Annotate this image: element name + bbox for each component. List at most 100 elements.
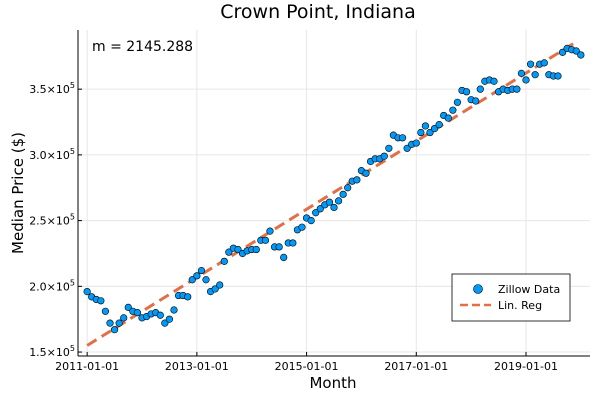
x-tick-label: 2013-01-01 bbox=[165, 360, 229, 373]
data-point bbox=[476, 85, 484, 93]
data-point bbox=[298, 223, 306, 231]
data-point bbox=[412, 139, 420, 147]
data-point bbox=[435, 121, 443, 129]
data-point bbox=[339, 190, 347, 198]
data-point bbox=[197, 266, 206, 275]
data-point bbox=[403, 144, 411, 152]
data-point bbox=[426, 128, 434, 137]
data-point bbox=[261, 236, 270, 244]
y-tick-base: 3.5×10 bbox=[29, 83, 70, 96]
data-point bbox=[110, 326, 119, 334]
data-point bbox=[554, 72, 562, 80]
regression-layer bbox=[86, 40, 578, 347]
data-point bbox=[334, 197, 343, 205]
y-tick-base: 2.0×10 bbox=[29, 280, 70, 293]
data-point bbox=[161, 319, 169, 327]
data-point bbox=[188, 276, 196, 284]
slope-annotation: m = 2145.288 bbox=[92, 39, 193, 55]
scatter-layer bbox=[83, 44, 585, 334]
x-tick-label: 2019-01-01 bbox=[494, 360, 558, 373]
y-tick-base: 3.0×10 bbox=[29, 149, 70, 162]
data-point bbox=[517, 69, 526, 77]
data-point bbox=[220, 257, 228, 265]
legend-label-zillow: Zillow Data bbox=[498, 283, 560, 296]
data-point bbox=[234, 245, 242, 254]
data-point bbox=[184, 293, 192, 301]
data-point bbox=[540, 59, 548, 67]
data-point bbox=[526, 60, 535, 68]
data-point bbox=[421, 122, 430, 130]
data-point bbox=[531, 71, 539, 79]
legend-label-regression: Lin. Reg bbox=[498, 299, 542, 312]
y-tick-label: 3.0×105 bbox=[29, 147, 75, 162]
y-tick-label: 1.5×105 bbox=[29, 344, 75, 359]
legend-box bbox=[451, 273, 571, 322]
data-point bbox=[97, 297, 105, 305]
y-tick-exponent: 5 bbox=[70, 213, 75, 222]
data-point bbox=[449, 106, 457, 114]
y-tick-exponent: 5 bbox=[70, 344, 75, 353]
chart-title: Crown Point, Indiana bbox=[220, 1, 415, 23]
data-point bbox=[398, 134, 407, 142]
data-point bbox=[444, 114, 452, 122]
x-tick-label: 2017-01-01 bbox=[384, 360, 448, 373]
legend-marker-zillow bbox=[473, 284, 483, 294]
data-point bbox=[344, 184, 352, 192]
x-tick-label: 2011-01-01 bbox=[55, 360, 119, 373]
data-point bbox=[353, 176, 361, 184]
y-tick-label: 2.0×105 bbox=[29, 278, 75, 293]
data-point bbox=[165, 315, 174, 323]
data-point bbox=[430, 124, 439, 133]
data-point bbox=[453, 98, 462, 106]
data-point bbox=[83, 287, 91, 296]
data-point bbox=[289, 239, 297, 247]
y-tick-exponent: 5 bbox=[70, 81, 75, 90]
regression-line bbox=[86, 40, 578, 347]
data-point bbox=[522, 76, 530, 84]
x-tick-label: 2015-01-01 bbox=[275, 360, 339, 373]
data-point bbox=[202, 276, 210, 284]
data-point bbox=[577, 51, 585, 59]
data-point bbox=[572, 47, 580, 55]
data-point bbox=[156, 311, 164, 319]
y-tick-base: 2.5×10 bbox=[29, 215, 70, 228]
data-point bbox=[316, 205, 324, 213]
y-tick-base: 1.5×10 bbox=[29, 346, 70, 359]
data-point bbox=[266, 227, 274, 235]
data-point bbox=[417, 128, 425, 137]
data-point bbox=[280, 253, 288, 262]
data-point bbox=[275, 243, 283, 251]
data-point bbox=[120, 314, 128, 322]
y-axis-title: Median Price ($) bbox=[9, 132, 27, 254]
data-point bbox=[252, 245, 260, 254]
data-point bbox=[170, 306, 178, 314]
data-point bbox=[362, 169, 370, 177]
data-point bbox=[312, 209, 320, 217]
data-point bbox=[225, 248, 233, 256]
data-point bbox=[490, 77, 498, 85]
data-point bbox=[106, 319, 114, 327]
x-axis-title: Month bbox=[309, 374, 356, 392]
data-point bbox=[211, 285, 219, 293]
y-tick-exponent: 5 bbox=[70, 278, 75, 287]
data-point bbox=[307, 217, 315, 225]
data-point bbox=[385, 144, 393, 152]
data-point bbox=[330, 203, 338, 212]
y-tick-label: 2.5×105 bbox=[29, 213, 75, 228]
data-point bbox=[101, 307, 110, 315]
x-ticks: 2011-01-01 2013-01-01 2015-01-01 2017-01-01… bbox=[55, 352, 558, 373]
y-tick-exponent: 5 bbox=[70, 147, 75, 156]
axes bbox=[77, 30, 590, 357]
legend: Zillow Data Lin. Reg bbox=[451, 273, 571, 322]
data-point bbox=[115, 319, 123, 327]
data-point bbox=[513, 85, 521, 93]
data-point bbox=[133, 309, 142, 317]
data-point bbox=[124, 303, 132, 311]
data-point bbox=[472, 97, 480, 105]
data-point bbox=[380, 152, 388, 160]
data-point bbox=[193, 272, 201, 280]
data-point bbox=[558, 48, 567, 56]
